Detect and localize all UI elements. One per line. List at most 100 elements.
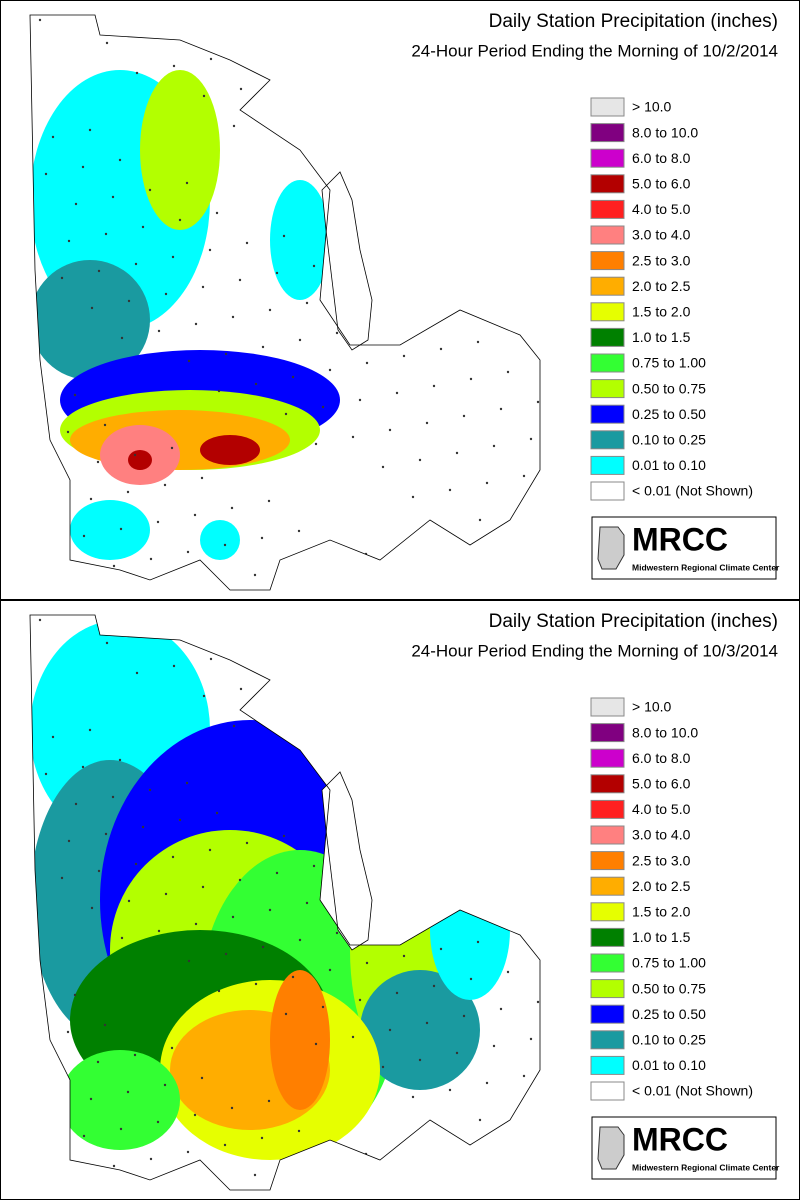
legend-label: 3.0 to 4.0 <box>632 227 691 243</box>
station-dot <box>476 940 480 944</box>
station-dot <box>134 262 138 266</box>
station-dot <box>88 128 92 132</box>
legend-swatch <box>590 251 625 271</box>
map-outline <box>29 14 541 591</box>
station-dot <box>224 352 228 356</box>
subtitle: 24-Hour Period Ending the Morning of 10/… <box>411 41 778 60</box>
legend-swatch <box>590 481 625 501</box>
logo-map-icon <box>597 526 625 570</box>
station-dot <box>127 299 131 303</box>
station-dot <box>267 499 271 503</box>
station-dot <box>187 959 191 963</box>
station-dot <box>305 301 309 305</box>
legend-swatch <box>590 430 625 450</box>
station-dot <box>133 453 137 457</box>
legend-label: 2.0 to 2.5 <box>632 878 691 894</box>
station-dot <box>455 451 459 455</box>
map-outline <box>29 614 541 1191</box>
station-dot <box>223 543 227 547</box>
station-dot <box>469 977 473 981</box>
station-dot <box>194 922 198 926</box>
station-dot <box>492 1044 496 1048</box>
station-dot <box>284 412 288 416</box>
legend-swatch <box>590 979 625 999</box>
station-dot <box>298 938 302 942</box>
station-dot <box>119 1127 123 1131</box>
legend-label: > 10.0 <box>632 699 672 715</box>
station-dot <box>254 982 258 986</box>
station-dot <box>418 458 422 462</box>
legend-swatch <box>590 1081 625 1101</box>
legend-label: > 10.0 <box>632 99 672 115</box>
station-dot <box>67 239 71 243</box>
station-dot <box>291 975 295 979</box>
station-dot <box>193 513 197 517</box>
station-dot <box>536 400 540 404</box>
station-dot <box>135 671 139 675</box>
legend-label: 1.0 to 1.5 <box>632 329 691 345</box>
station-dot <box>239 687 243 691</box>
station-dot <box>178 818 182 822</box>
station-dot <box>231 315 235 319</box>
station-dot <box>111 795 115 799</box>
legend-label: 5.0 to 6.0 <box>632 776 691 792</box>
station-dot <box>432 384 436 388</box>
station-dot <box>97 269 101 273</box>
legend-label: 1.5 to 2.0 <box>632 904 691 920</box>
station-dot <box>328 368 332 372</box>
station-dot <box>305 901 309 905</box>
station-dot <box>402 354 406 358</box>
station-dot <box>230 1106 234 1110</box>
logo-name: MRCC <box>632 521 728 557</box>
legend-label: 6.0 to 8.0 <box>632 750 691 766</box>
station-dot <box>103 1023 107 1027</box>
station-dot <box>186 1150 190 1154</box>
station-dot <box>291 375 295 379</box>
station-dot <box>506 370 510 374</box>
station-dot <box>111 195 115 199</box>
legend-label: 4.0 to 5.0 <box>632 801 691 817</box>
station-dot <box>135 71 139 75</box>
station-dot <box>170 1046 174 1050</box>
station-dot <box>148 188 152 192</box>
station-dot <box>499 407 503 411</box>
station-dot <box>141 825 145 829</box>
station-dot <box>402 954 406 958</box>
station-dot <box>60 276 64 280</box>
station-dot <box>38 618 42 622</box>
station-dot <box>178 218 182 222</box>
legend-label: 1.0 to 1.5 <box>632 929 691 945</box>
station-dot <box>104 832 108 836</box>
station-dot <box>381 1065 385 1069</box>
legend-label: 2.5 to 3.0 <box>632 252 691 268</box>
station-dot <box>425 421 429 425</box>
station-dot <box>201 285 205 289</box>
legend-swatch <box>590 748 625 768</box>
legend-swatch <box>590 327 625 347</box>
legend-swatch <box>590 1004 625 1024</box>
title: Daily Station Precipitation (inches) <box>489 611 778 632</box>
legend-label: 1.5 to 2.0 <box>632 304 691 320</box>
station-dot <box>335 331 339 335</box>
legend-label: 0.75 to 1.00 <box>632 355 706 371</box>
legend-swatch <box>590 851 625 871</box>
station-dot <box>478 1118 482 1122</box>
legend-swatch <box>590 225 625 245</box>
station-dot <box>172 664 176 668</box>
station-dot <box>149 557 153 561</box>
legend-label: 0.75 to 1.00 <box>632 955 706 971</box>
station-dot <box>120 336 124 340</box>
station-dot <box>529 1037 533 1041</box>
station-dot <box>462 414 466 418</box>
legend-label: 0.10 to 0.25 <box>632 1032 706 1048</box>
station-dot <box>215 811 219 815</box>
station-dot <box>312 864 316 868</box>
precip-field <box>30 618 540 1177</box>
station-dot <box>81 765 85 769</box>
station-dot <box>223 1143 227 1147</box>
station-dot <box>245 241 249 245</box>
station-dot <box>171 855 175 859</box>
station-dot <box>163 483 167 487</box>
station-dot <box>455 1051 459 1055</box>
